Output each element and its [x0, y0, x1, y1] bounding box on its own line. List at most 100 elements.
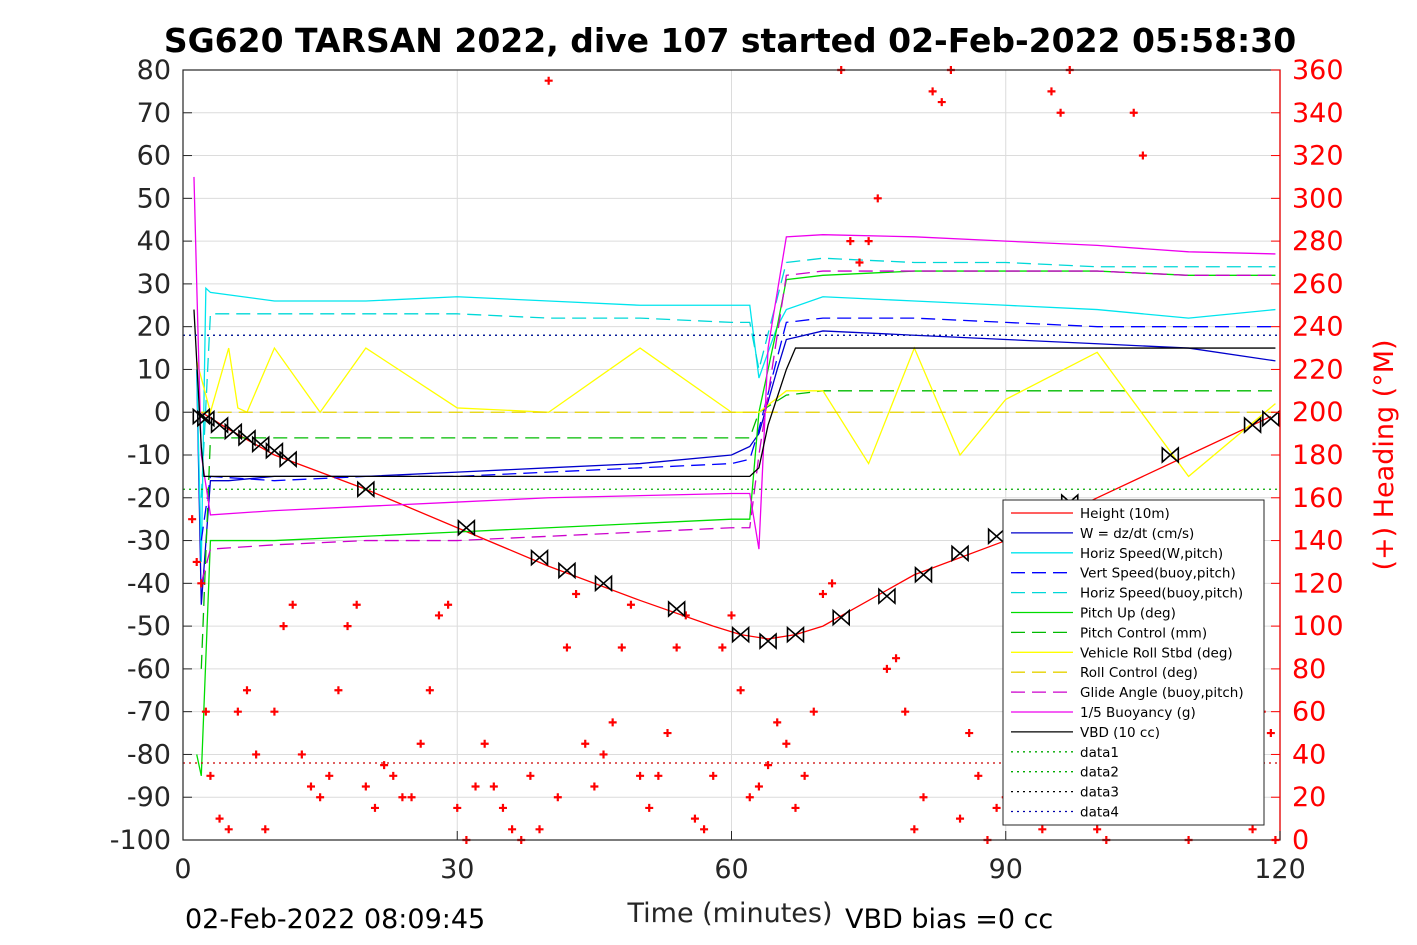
heading-point	[352, 600, 361, 609]
heading-point	[389, 771, 398, 780]
heading-point	[215, 814, 224, 823]
height-marker	[878, 587, 896, 605]
height-marker	[265, 441, 284, 460]
y2-axis-label: (+) Heading (°M)	[1369, 339, 1400, 570]
y2-tick-label: 200	[1292, 397, 1344, 428]
heading-point	[1047, 87, 1056, 96]
series-line-vbd	[193, 309, 1276, 478]
heading-point	[252, 750, 261, 759]
heading-point	[928, 87, 937, 96]
heading-point	[1248, 825, 1257, 834]
x-tick-label: 0	[174, 854, 191, 885]
y2-tick-label: 280	[1292, 226, 1344, 257]
heading-point	[791, 803, 800, 812]
heading-point	[1093, 825, 1102, 834]
height-marker	[1243, 416, 1262, 434]
legend-label-roll: Vehicle Roll Stbd (deg)	[1080, 645, 1233, 661]
y2-tick-label: 100	[1292, 611, 1344, 642]
legend: Height (10m) W = dz/dt (cm/s) Horiz Speed(…	[1002, 499, 1265, 826]
heading-point	[489, 782, 498, 791]
y2-tick-label: 340	[1292, 98, 1344, 129]
legend-label-vert_buoy: Vert Speed(buoy,pitch)	[1080, 566, 1236, 582]
heading-point	[754, 782, 763, 791]
heading-point	[270, 707, 279, 716]
legend-label-glide: Glide Angle (buoy,pitch)	[1080, 685, 1244, 701]
height-marker-layer	[192, 407, 1280, 650]
heading-point	[453, 803, 462, 812]
heading-point	[297, 750, 306, 759]
footer-vbd-bias: VBD bias =0 cc	[845, 904, 1053, 935]
heading-point	[471, 782, 480, 791]
heading-point	[709, 771, 718, 780]
y2-tick-label: 60	[1292, 697, 1326, 728]
y-tick-label: -10	[127, 440, 171, 471]
height-marker	[832, 608, 850, 627]
heading-point	[745, 793, 754, 802]
heading-point	[892, 654, 901, 663]
heading-point	[316, 793, 325, 802]
series-line-w	[196, 330, 1276, 605]
heading-point	[1038, 825, 1047, 834]
y2-tick-label: 120	[1292, 568, 1344, 599]
heading-point	[201, 707, 210, 716]
heading-point	[910, 825, 919, 834]
heading-point	[599, 750, 608, 759]
axes-layer: 80706050403020100-10-20-30-40-50-60-70-8…	[110, 55, 1344, 885]
heading-point	[1056, 108, 1065, 117]
heading-point	[818, 590, 827, 599]
heading-point	[498, 803, 507, 812]
heading-point	[608, 718, 617, 727]
footer-timestamp: 02-Feb-2022 08:09:45	[185, 904, 485, 935]
heading-point	[590, 782, 599, 791]
heading-point	[1266, 729, 1275, 738]
heading-point	[192, 557, 201, 566]
height-marker	[279, 450, 297, 469]
heading-point	[782, 739, 791, 748]
series-line-buoyancy	[193, 176, 1276, 550]
heading-point	[855, 258, 864, 267]
heading-point	[956, 814, 965, 823]
heading-point	[617, 643, 626, 652]
legend-label-height: Height (10m)	[1080, 506, 1170, 522]
y-tick-label: -70	[127, 697, 171, 728]
heading-point	[197, 579, 206, 588]
heading-point	[288, 600, 297, 609]
y-tick-label: 70	[137, 98, 171, 129]
height-marker	[457, 518, 476, 537]
y2-tick-label: 20	[1292, 782, 1326, 813]
series-line-glide	[200, 270, 1276, 584]
y-tick-label: -30	[127, 526, 171, 557]
height-marker	[530, 548, 549, 567]
y-tick-label: 80	[137, 55, 171, 86]
heading-point	[919, 793, 928, 802]
heading-point	[416, 739, 425, 748]
height-marker	[224, 422, 243, 441]
heading-point	[526, 771, 535, 780]
y-tick-label: 10	[137, 354, 171, 385]
heading-point	[242, 686, 251, 695]
heading-point	[553, 793, 562, 802]
series-line-vert_buoy	[200, 317, 1276, 541]
y-tick-label: -40	[127, 568, 171, 599]
heading-point	[343, 622, 352, 631]
heading-point	[407, 793, 416, 802]
height-marker	[914, 566, 933, 584]
y2-tick-label: 240	[1292, 312, 1344, 343]
y2-tick-label: 80	[1292, 654, 1326, 685]
height-marker	[558, 561, 576, 580]
heading-point	[809, 707, 818, 716]
legend-label-data4: data4	[1080, 805, 1119, 821]
height-marker	[1262, 409, 1280, 428]
legend-label-horiz_buoy: Horiz Speed(buoy,pitch)	[1080, 586, 1243, 602]
heading-point	[1129, 108, 1138, 117]
y-tick-label: 30	[137, 269, 171, 300]
y-tick-label: -60	[127, 654, 171, 685]
heading-point	[672, 643, 681, 652]
x-tick-label: 120	[1254, 854, 1306, 885]
heading-point	[361, 782, 370, 791]
heading-point	[261, 825, 270, 834]
heading-point	[992, 803, 1001, 812]
y2-tick-label: 160	[1292, 483, 1344, 514]
series-line-roll	[196, 346, 1276, 478]
heading-point	[370, 803, 379, 812]
